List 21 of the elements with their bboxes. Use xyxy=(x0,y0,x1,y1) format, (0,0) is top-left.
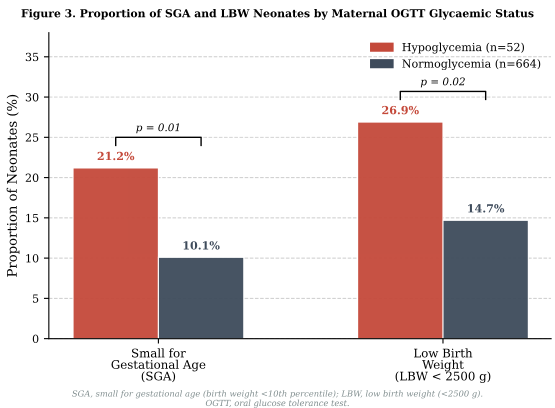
chart-title: Figure 3. Proportion of SGA and LBW Neonates by Maternal OGTT Glycaemic Status xyxy=(22,8,534,20)
legend-label: Normoglycemia (n=664) xyxy=(402,59,540,70)
legend-label: Hypoglycemia (n=52) xyxy=(402,42,524,54)
y-tick-label: 30 xyxy=(26,93,38,102)
data-label: 21.2% xyxy=(98,152,134,160)
y-tick-label: 25 xyxy=(26,133,38,142)
data-label: 14.7% xyxy=(468,204,504,213)
annotation: p = 0.02 xyxy=(420,78,465,88)
y-tick-label: 15 xyxy=(26,214,38,222)
y-tick-label: 5 xyxy=(32,294,38,303)
text: SGA, small for gestational age (birth weight <10th percentile); LBW, low birth weight (<2500 g). OGTT, oral glucose tolerance test. xyxy=(72,390,482,408)
data-label: 10.1% xyxy=(184,241,220,250)
y-tick-label: 10 xyxy=(26,254,38,262)
data-label: 26.9% xyxy=(382,106,419,114)
y-tick-label: 20 xyxy=(26,174,38,182)
y-axis-title: Proportion of Neonates (%) xyxy=(6,94,20,277)
y-tick-label: 35 xyxy=(26,52,38,62)
x-tick-label: Low Birth Weight (LBW < 2500 g) xyxy=(396,348,490,383)
annotation: p = 0.01 xyxy=(136,123,179,134)
x-tick-label: Small for Gestational Age (SGA) xyxy=(112,348,206,382)
y-tick-label: 0 xyxy=(32,334,38,344)
